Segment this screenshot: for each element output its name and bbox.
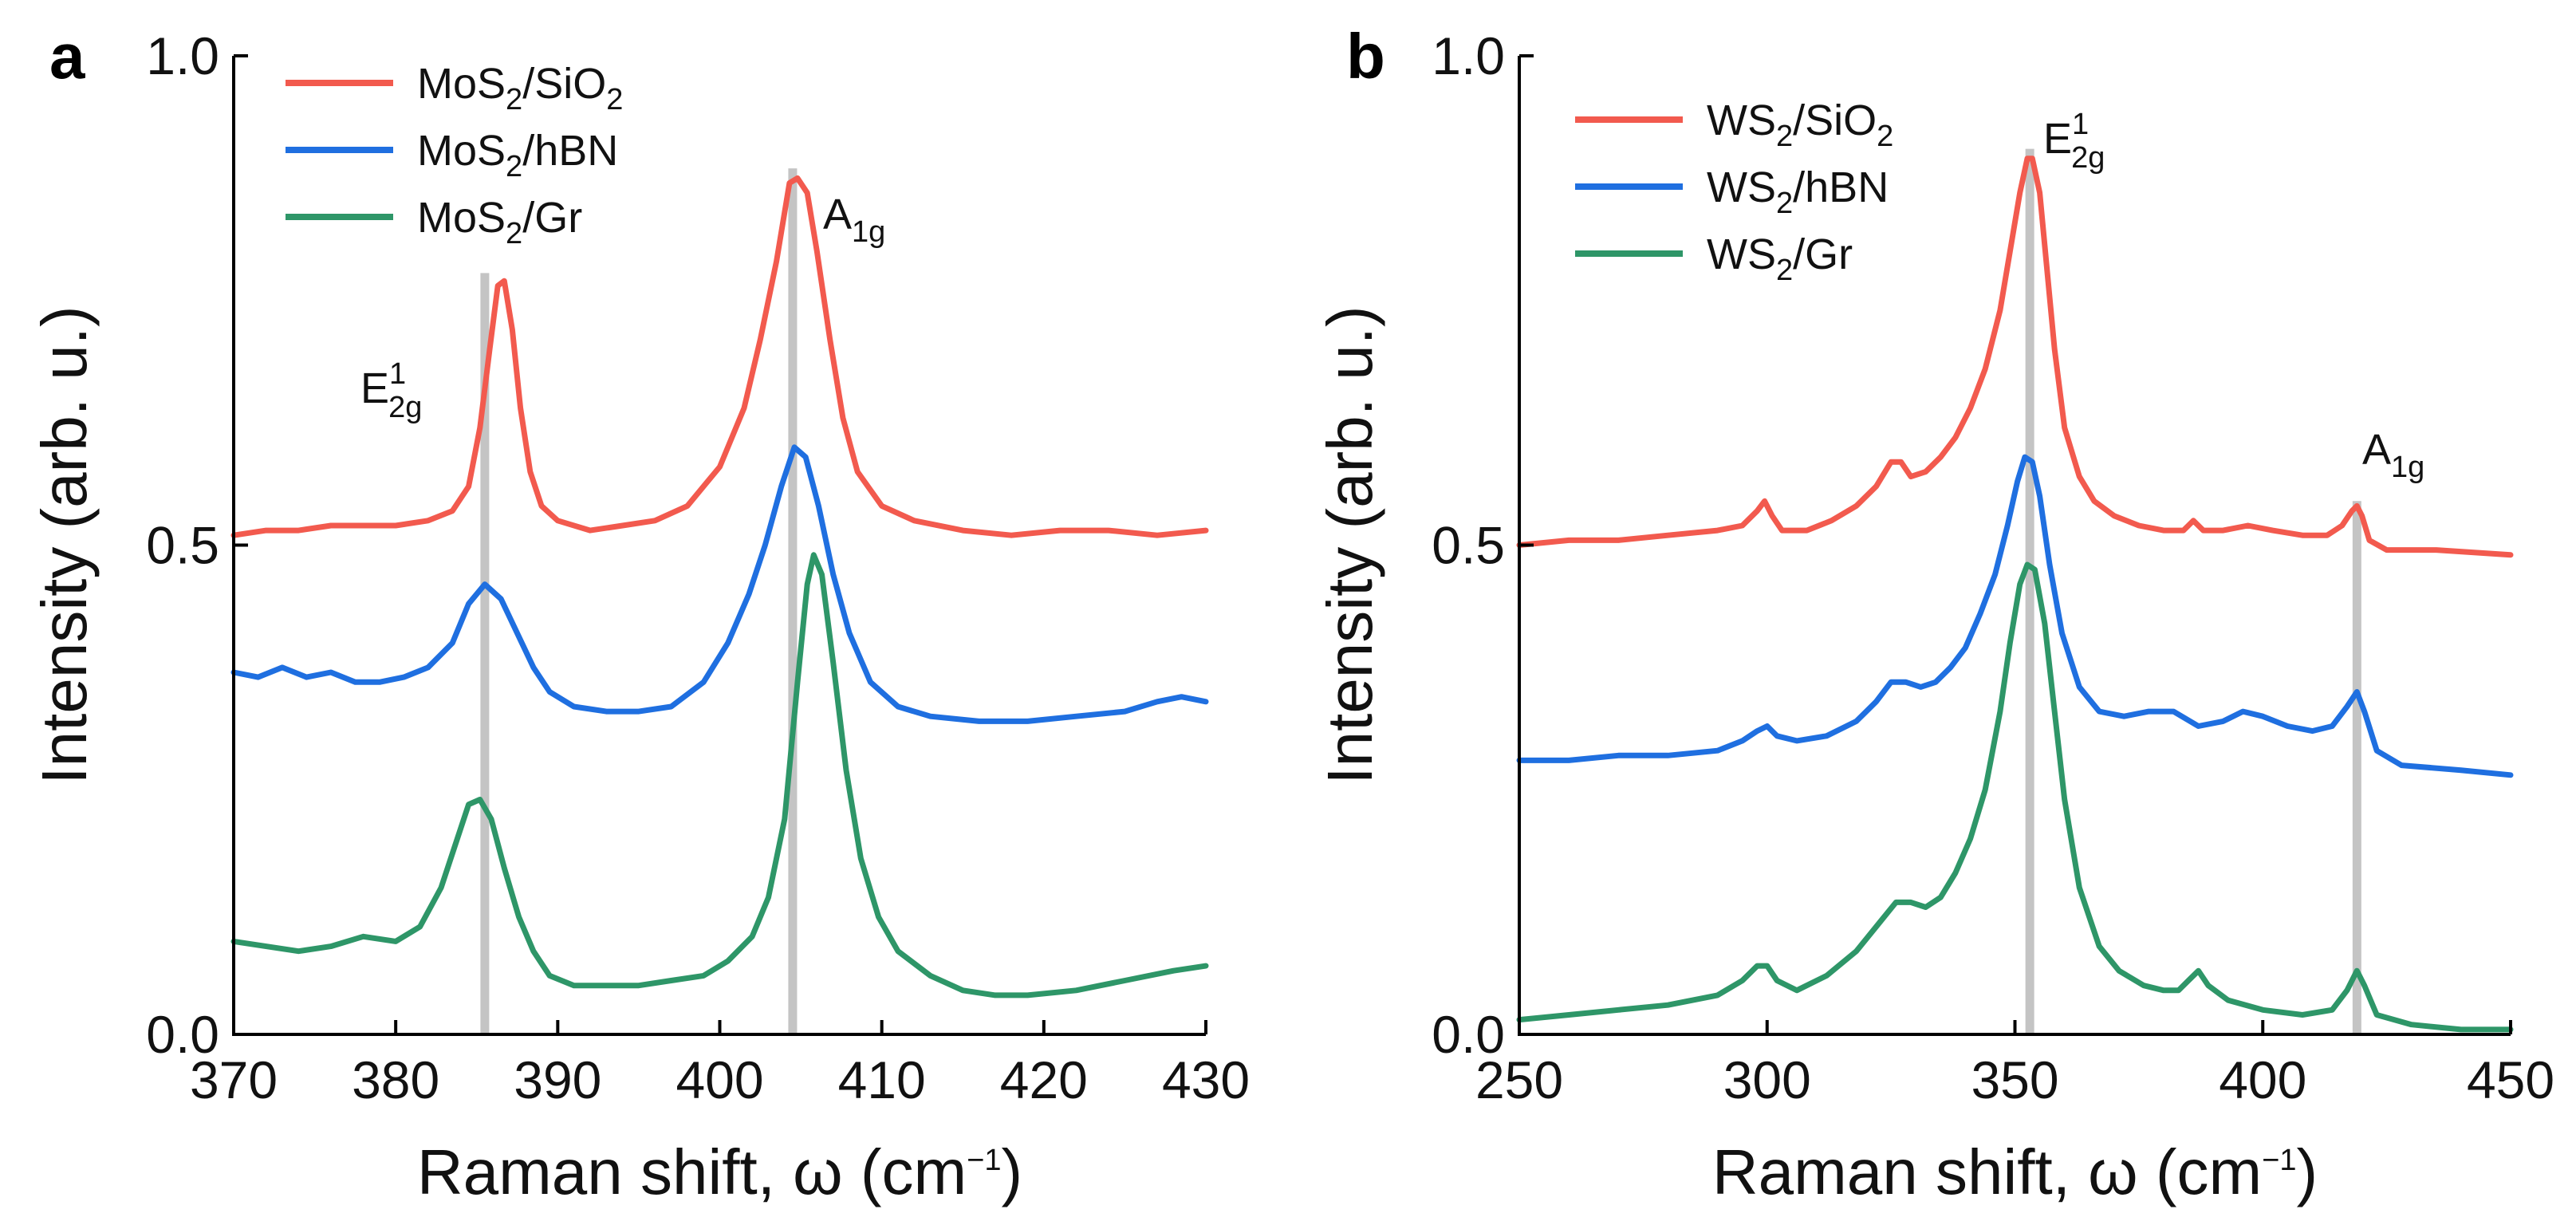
x-tick-label: 350	[1971, 1050, 2058, 1109]
legend-label: MoS2/hBN	[417, 127, 618, 183]
x-tick-label: 390	[514, 1050, 601, 1109]
peak-label-a1g: A1g	[2362, 426, 2424, 484]
legend-label: WS2/hBN	[1707, 163, 1889, 220]
legend-label: MoS2/Gr	[417, 194, 582, 250]
legend-label: MoS2/SiO2	[417, 60, 623, 116]
y-tick-label: 0.0	[146, 1005, 219, 1064]
x-tick-label: 410	[838, 1050, 926, 1109]
legend-label: WS2/SiO2	[1707, 97, 1893, 153]
axes-spines	[1518, 56, 2511, 1036]
y-axis-label: Intensity (arb. u.)	[29, 305, 100, 784]
series-line-mos2-gr	[230, 552, 1209, 999]
panel-letter-b: b	[1346, 21, 1385, 92]
y-tick-label: 0.5	[146, 516, 219, 575]
series-line-mos2-hbn	[230, 444, 1209, 724]
x-tick-label: 450	[2467, 1050, 2554, 1109]
x-tick-label: 250	[1475, 1050, 1563, 1109]
y-tick-label: 1.0	[1432, 26, 1505, 85]
y-axis-label: Intensity (arb. u.)	[1314, 305, 1385, 784]
y-tick-label: 1.0	[146, 26, 219, 85]
peak-label-a1g: A1g	[823, 191, 885, 249]
x-tick-label: 370	[190, 1050, 278, 1109]
x-axis-label: Raman shift, ω (cm−1)	[417, 1136, 1022, 1207]
series-line-ws2-sio2	[1516, 156, 2514, 558]
series-line-mos2-sio2	[230, 175, 1209, 538]
legend: MoS2/SiO2 MoS2/hBN MoS2/Gr	[286, 60, 623, 250]
legend-label: WS2/Gr	[1707, 230, 1853, 287]
x-tick-label: 430	[1162, 1050, 1250, 1109]
x-tick-label: 420	[1000, 1050, 1088, 1109]
x-tick-label: 380	[352, 1050, 439, 1109]
x-tick-label: 300	[1723, 1050, 1811, 1109]
y-tick-label: 0.5	[1432, 516, 1505, 575]
x-tick-label: 400	[676, 1050, 763, 1109]
legend: WS2/SiO2 WS2/hBN WS2/Gr	[1575, 97, 1893, 287]
axes-spines	[232, 56, 1206, 1036]
x-tick-label: 400	[2219, 1050, 2306, 1109]
x-axis-label: Raman shift, ω (cm−1)	[1712, 1136, 2318, 1207]
panel-b: 250 300 350 400 450 0.0 0.5 1.0 Raman shift, ω (…	[1314, 26, 2554, 1207]
peak-label-e2g: E1 2g	[2043, 108, 2105, 175]
panel-letter-a: a	[49, 21, 85, 92]
series-line-ws2-gr	[1516, 561, 2514, 1033]
panel-a: 370 380 390 400 410 420 430 0.0 0.5 1.0 Raman shif…	[29, 26, 1250, 1207]
series-line-ws2-hbn	[1516, 454, 2514, 778]
peak-label-e2g: E1 2g	[360, 357, 422, 424]
y-tick-label: 0.0	[1432, 1005, 1505, 1064]
